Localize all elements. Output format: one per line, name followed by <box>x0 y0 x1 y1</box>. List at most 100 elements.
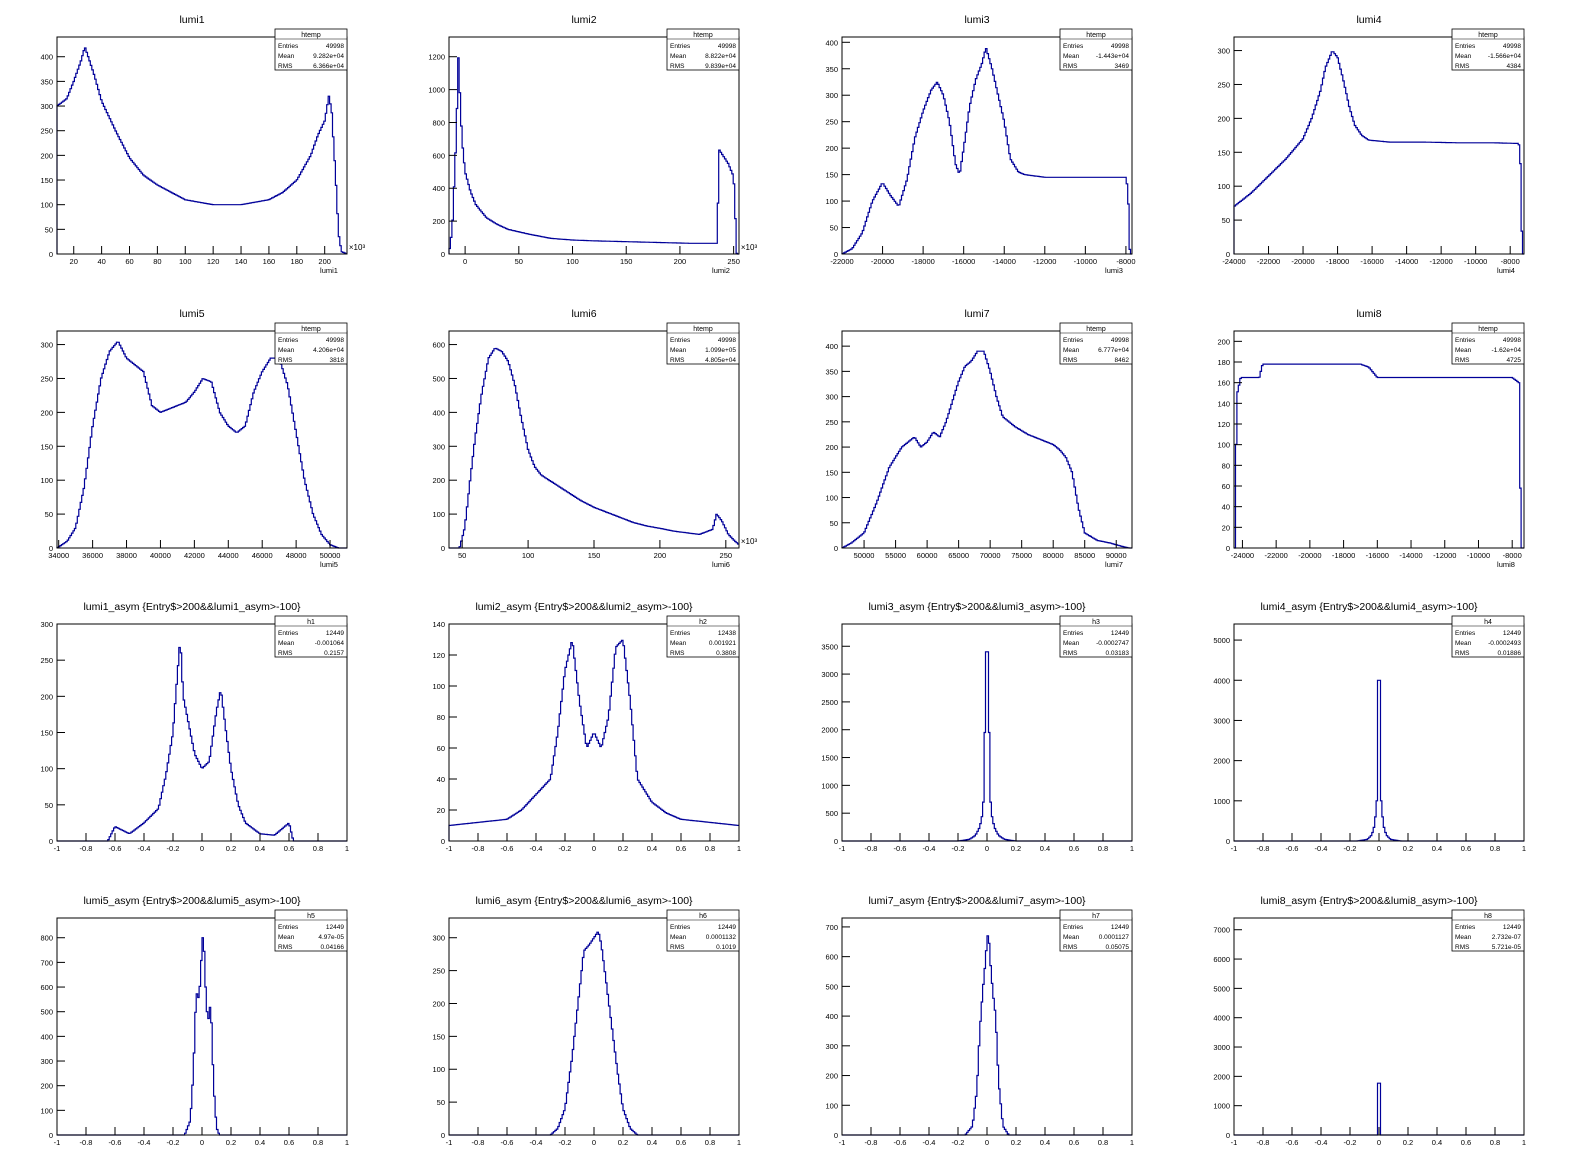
stats-rms-value: 0.05075 <box>1106 944 1130 951</box>
histogram-line <box>449 931 739 1136</box>
y-tick-label: 200 <box>40 408 53 417</box>
stats-box-frame <box>1451 909 1525 952</box>
stats-entries-value: 12449 <box>1111 630 1129 637</box>
stats-rms-label: RMS <box>1455 357 1470 364</box>
x-tick-label: -0.8 <box>865 1138 878 1147</box>
x-tick-label: 0 <box>592 844 596 853</box>
plot-frame <box>56 36 348 255</box>
x-tick-label: 1 <box>1130 844 1134 853</box>
y-tick-label: 250 <box>40 127 53 136</box>
plot-3: lumi3 0 50 100 150 200 250 300 350 400 -22000 -2000… <box>825 14 1135 275</box>
plot-title: lumi6 <box>571 308 596 320</box>
stats-entries-value: 12449 <box>1111 924 1129 931</box>
y-tick-label: 100 <box>40 201 53 210</box>
stats-box-frame <box>1059 28 1133 71</box>
histogram-line <box>57 937 347 1136</box>
plot-11: lumi3_asym {Entry$>200&&lumi3_asym>-100}… <box>821 601 1134 853</box>
stats-entries-value: 12449 <box>326 924 344 931</box>
stats-mean-value: 0.0001127 <box>1099 934 1130 941</box>
stats-entries-label: Entries <box>1063 337 1084 344</box>
x-tick-label: 0 <box>1377 1138 1381 1147</box>
x-tick-label: -18000 <box>1326 257 1349 266</box>
plot-12: lumi4_asym {Entry$>200&&lumi4_asym>-100}… <box>1213 601 1526 853</box>
x-tick-label: 65000 <box>948 551 969 560</box>
y-tick-label: 120 <box>432 651 445 660</box>
stats-rms-value: 0.03183 <box>1106 650 1130 657</box>
x-tick-label: 0.6 <box>1069 844 1079 853</box>
x-tick-label: -14000 <box>993 257 1016 266</box>
x-tick-label: 40 <box>97 257 105 266</box>
y-tick-label: 200 <box>1217 114 1230 123</box>
y-tick-label: 150 <box>432 1032 445 1041</box>
x-tick-label: -1 <box>54 1138 61 1147</box>
stats-name: htemp <box>1478 326 1498 333</box>
x-tick-label: 1 <box>1522 1138 1526 1147</box>
x-tick-label: -0.2 <box>952 844 965 853</box>
y-tick-label: 200 <box>432 476 445 485</box>
plot-title: lumi5_asym {Entry$>200&&lumi5_asym>-100} <box>83 895 301 907</box>
y-tick-label: 400 <box>40 1032 53 1041</box>
y-tick-label: 0 <box>834 837 838 846</box>
plot-16: lumi8_asym {Entry$>200&&lumi8_asym>-100}… <box>1213 895 1526 1147</box>
stats-rms-label: RMS <box>1063 650 1078 657</box>
stats-entries-label: Entries <box>670 630 691 637</box>
stats-rms-label: RMS <box>670 650 685 657</box>
x-tick-label: -18000 <box>1332 551 1355 560</box>
stats-box-frame <box>274 615 348 658</box>
x-tick-label: 180 <box>291 257 304 266</box>
x-tick-label: 55000 <box>885 551 906 560</box>
stats-name: h3 <box>1092 619 1100 626</box>
plot-frame <box>1233 330 1525 549</box>
y-tick-label: 200 <box>40 1082 53 1091</box>
plot-2: lumi2 0 200 400 600 800 1000 1200 0 50 100 150 200 25… <box>428 14 757 275</box>
stats-entries-label: Entries <box>670 337 691 344</box>
x-tick-label: 60000 <box>917 551 938 560</box>
x-tick-label: -0.2 <box>559 844 572 853</box>
stats-mean-value: 8.822e+04 <box>705 53 736 60</box>
stats-name: htemp <box>1086 32 1106 39</box>
x-tick-label: -1 <box>446 844 453 853</box>
stats-name: htemp <box>301 32 321 39</box>
x-tick-label: 42000 <box>184 551 205 560</box>
x-tick-label: 80 <box>153 257 161 266</box>
stats-name: h6 <box>699 913 707 920</box>
y-tick-label: 1000 <box>1213 797 1230 806</box>
y-tick-label: 0 <box>441 1131 445 1140</box>
stats-mean-value: 6.777e+04 <box>1098 347 1129 354</box>
y-tick-label: 1500 <box>821 754 838 763</box>
y-tick-label: 4000 <box>1213 1014 1230 1023</box>
x-tick-label: -20000 <box>1291 257 1314 266</box>
x-tick-label: 1 <box>345 844 349 853</box>
stats-mean-label: Mean <box>1455 53 1472 60</box>
x-tick-label: -22000 <box>1264 551 1287 560</box>
y-tick-label: 500 <box>825 809 838 818</box>
y-tick-label: 20 <box>437 806 445 815</box>
x-tick-label: -0.2 <box>952 1138 965 1147</box>
y-tick-label: 1000 <box>1213 1102 1230 1111</box>
stats-rms-label: RMS <box>1455 650 1470 657</box>
y-tick-label: 80 <box>437 713 445 722</box>
x-tick-label: -0.8 <box>1257 844 1270 853</box>
y-tick-label: 600 <box>432 341 445 350</box>
stats-rms-value: 9.839e+04 <box>705 63 736 70</box>
plot-frame <box>448 36 740 255</box>
plot-10: lumi2_asym {Entry$>200&&lumi2_asym>-100}… <box>432 601 741 853</box>
y-tick-label: 20 <box>1222 523 1230 532</box>
y-tick-label: 300 <box>40 341 53 350</box>
x-tick-label: -14000 <box>1395 257 1418 266</box>
y-tick-label: 600 <box>432 151 445 160</box>
x-axis-label: lumi6 <box>712 560 730 569</box>
histogram-line <box>56 47 347 255</box>
x-tick-label: 250 <box>720 551 733 560</box>
y-tick-label: 150 <box>825 171 838 180</box>
x-tick-label: 100 <box>179 257 192 266</box>
y-tick-label: 0 <box>441 544 445 553</box>
stats-mean-label: Mean <box>670 347 687 354</box>
stats-entries-value: 12449 <box>326 630 344 637</box>
y-tick-label: 0 <box>49 544 53 553</box>
y-tick-label: 400 <box>825 1012 838 1021</box>
y-tick-label: 300 <box>432 442 445 451</box>
y-tick-label: 0 <box>834 544 838 553</box>
